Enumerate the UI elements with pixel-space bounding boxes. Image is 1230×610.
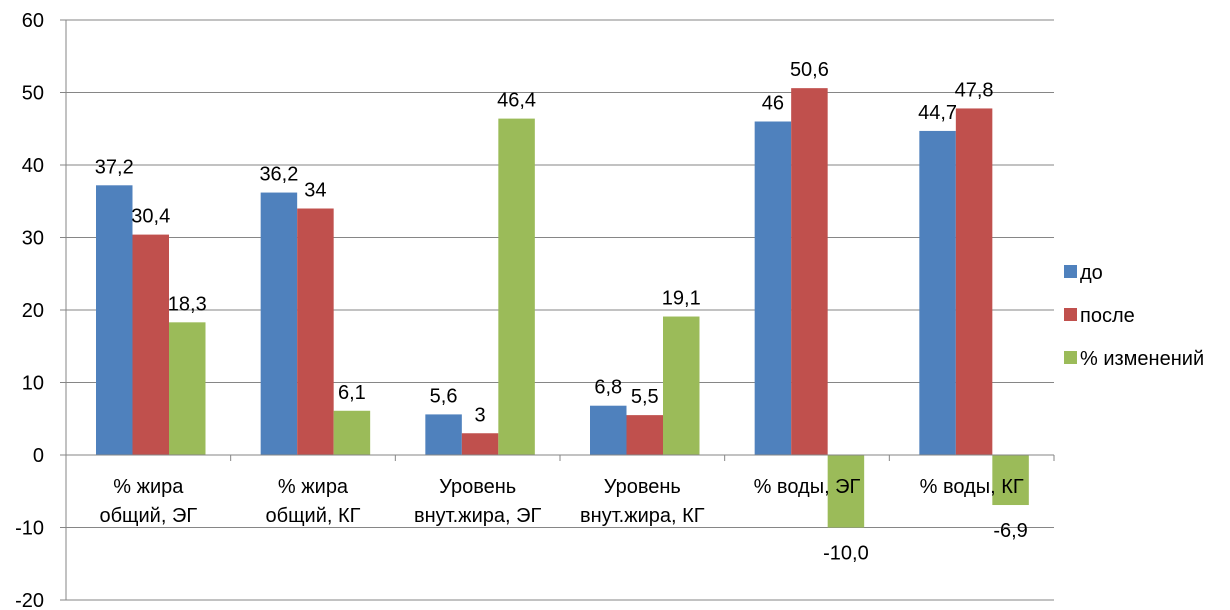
legend-label: после: [1080, 305, 1135, 327]
bar: [590, 405, 627, 455]
y-tick-label: 10: [22, 373, 44, 395]
bar: [260, 192, 298, 456]
bar: [132, 234, 169, 455]
data-label: 46: [762, 93, 784, 115]
category-label: Уровень внут.жира, ЭГ: [414, 476, 541, 527]
category-label: % жира общий, КГ: [266, 476, 361, 527]
y-tick-label: 50: [22, 83, 44, 105]
data-label: 46,4: [497, 90, 536, 112]
data-label: 36,2: [259, 164, 298, 186]
y-tick-label: 40: [22, 155, 44, 177]
bar: [461, 433, 499, 455]
category-label-line: % воды, ЭГ: [754, 476, 861, 498]
category-label-line: % жира: [113, 476, 184, 498]
bar: [663, 316, 700, 455]
bar: [425, 414, 462, 455]
bar: [498, 118, 535, 455]
data-label: 5,5: [631, 386, 659, 408]
data-label: 50,6: [790, 59, 829, 81]
data-label: 30,4: [131, 206, 170, 228]
y-tick-label: -20: [15, 590, 44, 610]
y-tick-label: 0: [33, 445, 44, 467]
legend: до после % изменений: [1064, 262, 1204, 370]
category-label: Уровень внут.жира, КГ: [580, 476, 705, 527]
legend-swatch: [1064, 351, 1077, 364]
legend-label: % изменений: [1080, 348, 1204, 370]
data-label: 3: [475, 404, 486, 426]
category-label-line: внут.жира, ЭГ: [414, 505, 541, 527]
bar: [955, 108, 993, 455]
data-label: 6,8: [594, 377, 622, 399]
category-label-line: внут.жира, КГ: [580, 505, 705, 527]
bars: [96, 88, 1029, 528]
category-label-line: общий, КГ: [266, 505, 361, 527]
bar: [297, 208, 334, 455]
legend-swatch: [1064, 308, 1077, 321]
data-labels: 37,2 36,2 5,6 6,8 46 44,7 30,4 34 3 5,5 50,6 47,8 18…: [95, 59, 1028, 564]
bar: [919, 130, 956, 456]
y-tick-label: 20: [22, 300, 44, 322]
y-tick-label: 30: [22, 228, 44, 250]
data-label: 6,1: [338, 382, 366, 404]
data-label: 5,6: [430, 385, 458, 407]
category-label: % жира общий, ЭГ: [99, 476, 197, 527]
bar: [754, 121, 792, 455]
data-label: -10,0: [823, 543, 869, 565]
bar: [791, 88, 828, 456]
category-label: % воды, ЭГ: [754, 476, 861, 498]
data-label: 34: [304, 180, 326, 202]
legend-label: до: [1080, 262, 1103, 284]
bar: [96, 185, 133, 456]
bar: [169, 322, 206, 455]
category-label-line: % жира: [278, 476, 349, 498]
bar: [827, 455, 865, 528]
data-label: 19,1: [662, 288, 701, 310]
category-label-line: Уровень: [439, 476, 516, 498]
data-label: 18,3: [168, 293, 207, 315]
data-label: -6,9: [993, 520, 1027, 542]
category-label-line: % воды, КГ: [920, 476, 1024, 498]
data-label: 37,2: [95, 156, 134, 178]
legend-swatch: [1064, 265, 1077, 278]
y-tick-label: 60: [22, 10, 44, 32]
category-label-line: общий, ЭГ: [99, 505, 197, 527]
bar: [333, 410, 371, 455]
bar: [992, 455, 1029, 506]
data-label: 44,7: [918, 102, 957, 124]
category-label: % воды, КГ: [920, 476, 1024, 498]
y-tick-label: -10: [15, 518, 44, 540]
bar: [626, 415, 663, 455]
data-label: 47,8: [955, 79, 994, 101]
gridlines: [66, 19, 1054, 601]
category-label-line: Уровень: [604, 476, 681, 498]
